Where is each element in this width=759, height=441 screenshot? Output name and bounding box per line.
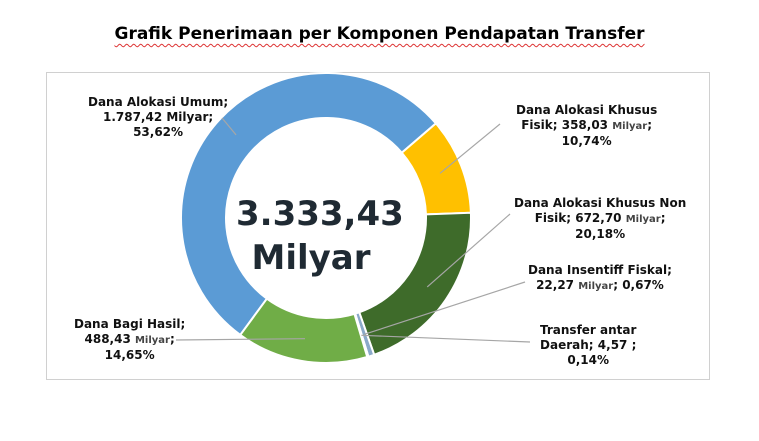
label-value: 22,27 (536, 278, 579, 292)
label-dana-insentif-fiskal: Dana Insentiff Fiskal; 22,27 Milyar; 0,6… (528, 263, 672, 294)
label-dana-bagi-hasil: Dana Bagi Hasil; 488,43 Milyar; 14,65% (74, 317, 185, 363)
label-pct: ; 0,67% (613, 278, 664, 292)
label-line: Fisik; 672,70 Milyar; (514, 211, 686, 227)
label-line: 22,27 Milyar; 0,67% (528, 278, 672, 294)
leader-line (221, 117, 237, 136)
label-line: Daerah; 4,57 ; (540, 338, 637, 352)
label-line: Transfer antar (540, 323, 637, 337)
leader-line (439, 123, 501, 174)
label-line: 488,43 Milyar; (74, 332, 185, 348)
label-unit: Milyar (612, 121, 648, 132)
leader-line (361, 334, 531, 343)
label-line: Dana Alokasi Khusus (516, 103, 658, 117)
slice-dana-bagi-hasil (238, 297, 369, 364)
label-value: Fisik; 358,03 (521, 118, 613, 132)
label-line: 14,65% (104, 348, 155, 362)
label-unit: Milyar (625, 214, 661, 225)
label-unit: Milyar (134, 335, 170, 346)
center-total: 3.333,43 Milyar (236, 192, 404, 280)
label-unit: Milyar (578, 281, 614, 292)
leader-line (426, 213, 511, 288)
label-dak-fisik: Dana Alokasi Khusus Fisik; 358,03 Milyar… (516, 103, 657, 149)
label-value: 488,43 (84, 332, 135, 346)
leader-line (175, 338, 306, 341)
center-total-value: 3.333,43 (236, 194, 404, 234)
label-dana-alokasi-umum: Dana Alokasi Umum; 1.787,42 Milyar; 53,6… (88, 95, 228, 140)
label-line: Fisik; 358,03 Milyar; (516, 118, 657, 134)
label-dak-non-fisik: Dana Alokasi Khusus Non Fisik; 672,70 Mi… (514, 196, 686, 242)
chart-title: Grafik Penerimaan per Komponen Pendapata… (114, 24, 645, 44)
label-line: 0,14% (567, 353, 610, 367)
label-line: Dana Bagi Hasil; (74, 317, 186, 331)
label-sep: ; (170, 332, 175, 346)
slice-dana-alokasi-umum (180, 72, 438, 337)
leader-line (364, 281, 526, 335)
center-total-unit: Milyar (251, 238, 371, 278)
label-transfer-antar-daerah: Transfer antar Daerah; 4,57 ; 0,14% (540, 323, 636, 368)
label-line: Dana Alokasi Umum; (88, 95, 229, 109)
label-value: Fisik; 672,70 (534, 211, 626, 225)
label-line: 1.787,42 Milyar; (102, 110, 214, 124)
label-line: Dana Alokasi Khusus Non (514, 196, 687, 210)
label-sep: ; (660, 211, 666, 225)
label-line: Dana Insentiff Fiskal; (528, 263, 672, 277)
label-sep: ; (647, 118, 653, 132)
label-line: 10,74% (561, 134, 612, 148)
label-line: 53,62% (133, 125, 184, 139)
label-line: 20,18% (575, 227, 626, 241)
